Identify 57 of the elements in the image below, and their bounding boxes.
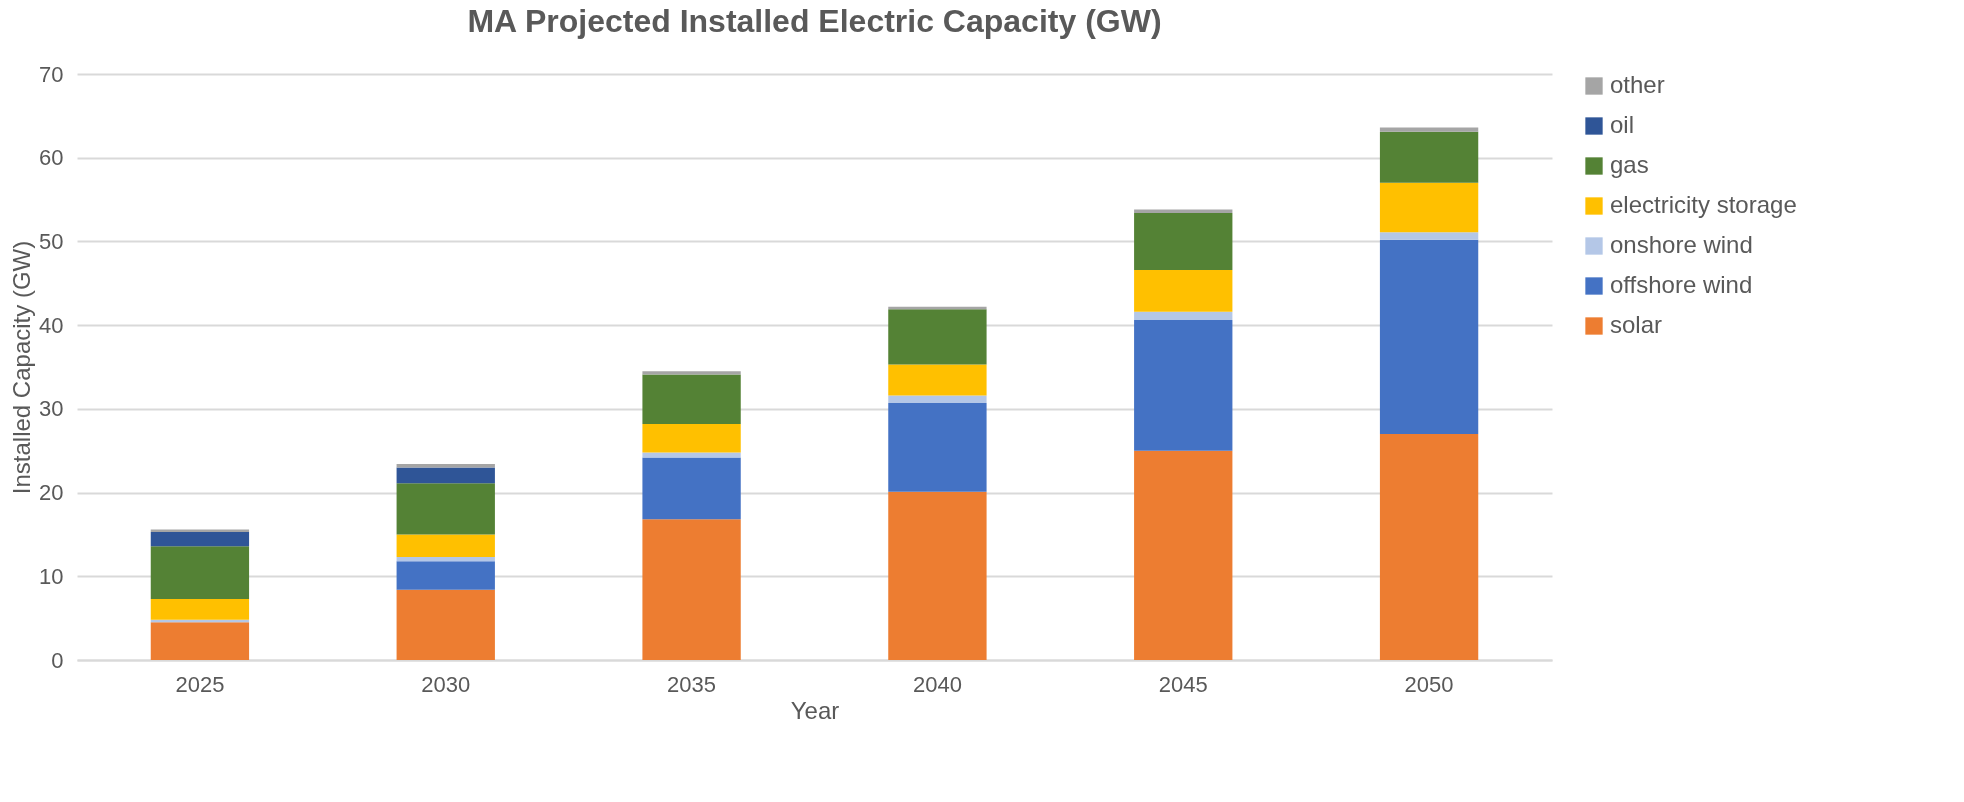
- legend-label: offshore wind: [1610, 271, 1753, 298]
- bar: [150, 598, 250, 620]
- bar: [1379, 433, 1479, 660]
- bar: [396, 589, 495, 660]
- legend-label: onshore wind: [1610, 231, 1753, 258]
- bar: [150, 622, 250, 660]
- bar: [642, 423, 741, 453]
- bar: [150, 531, 250, 547]
- bar: [642, 374, 741, 424]
- y-tick-label: 20: [39, 480, 64, 506]
- y-tick-label: 10: [39, 563, 64, 589]
- y-tick-label: 40: [39, 312, 64, 338]
- bar: [642, 371, 741, 375]
- legend-label: oil: [1610, 111, 1635, 138]
- bar: [1379, 127, 1479, 132]
- bar: [396, 483, 495, 535]
- legend-label: gas: [1610, 151, 1649, 178]
- bar: [1134, 311, 1233, 321]
- bar: [1134, 269, 1233, 312]
- x-tick-label: 2030: [421, 671, 471, 697]
- bar: [888, 364, 987, 396]
- bar: [1379, 182, 1479, 233]
- y-tick-label: 0: [51, 647, 64, 673]
- x-axis-title: Year: [790, 696, 840, 724]
- x-tick-label: 2045: [1158, 671, 1208, 697]
- bar: [642, 457, 741, 520]
- chart-title: MA Projected Installed Electric Capacity (GW): [467, 3, 1162, 39]
- bar: [888, 491, 987, 660]
- x-tick-label: 2040: [912, 671, 962, 697]
- bar: [1379, 131, 1479, 183]
- bar: [1134, 320, 1233, 451]
- bar: [642, 452, 741, 458]
- bar: [1134, 450, 1233, 660]
- legend-label: other: [1610, 71, 1665, 98]
- bar: [1379, 232, 1479, 240]
- legend-label: solar: [1610, 311, 1663, 338]
- x-tick-label: 2025: [175, 671, 225, 697]
- x-tick-label: 2050: [1404, 671, 1454, 697]
- x-tick-label: 2035: [667, 671, 717, 697]
- bar: [642, 519, 741, 660]
- bar: [396, 557, 495, 562]
- bar: [1379, 239, 1479, 434]
- bar: [396, 534, 495, 558]
- bar: [888, 403, 987, 492]
- bar: [150, 546, 250, 599]
- bar: [396, 467, 495, 484]
- y-tick-label: 70: [39, 61, 64, 87]
- bar: [1134, 212, 1233, 270]
- y-axis-title: Installed Capacity (GW): [8, 240, 36, 495]
- legend-label: electricity storage: [1610, 191, 1797, 218]
- bar: [396, 561, 495, 590]
- bar: [888, 309, 987, 365]
- bar: [888, 395, 987, 403]
- y-tick-label: 60: [39, 145, 64, 171]
- y-tick-label: 50: [39, 228, 64, 254]
- bar: [150, 529, 250, 532]
- y-tick-label: 30: [39, 396, 64, 422]
